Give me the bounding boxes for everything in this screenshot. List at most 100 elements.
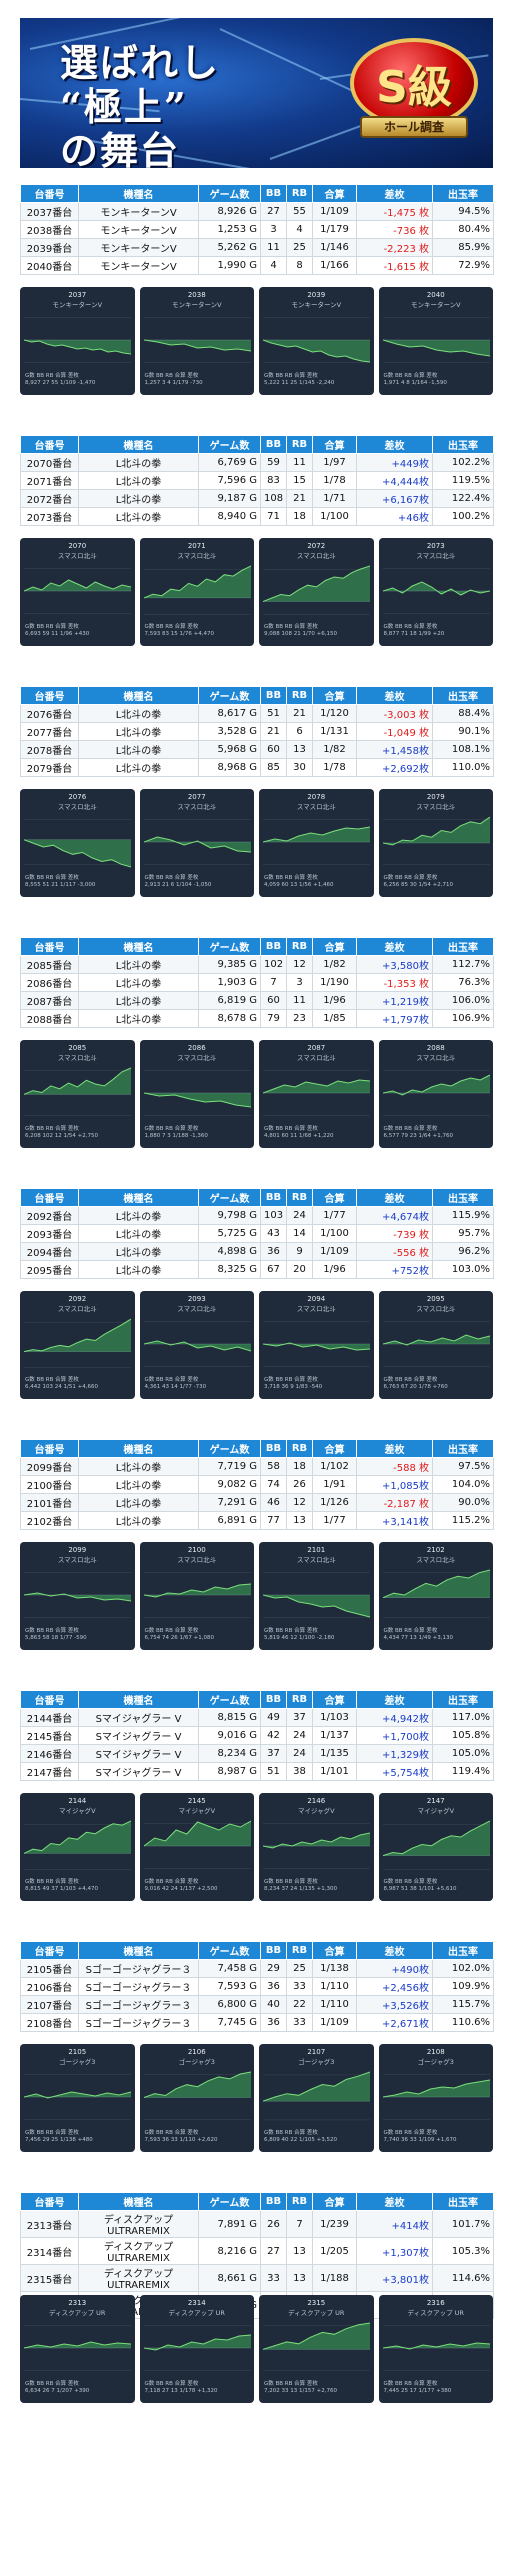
payout-rate: 103.0% [432,1260,494,1279]
bb-count: 74 [260,1475,287,1494]
slump-graph-card[interactable]: 2087 スマスロ北斗 G数 BB RB 合算 差枚 4,801 60 11 1/68… [259,1040,374,1148]
slump-graph [263,565,370,615]
payout-rate: 112.7% [432,955,494,974]
graph-line [24,1820,131,1854]
table-header-row: 台番号 機種名 ゲーム数 BB RB 合算 差枚 出玉率 [20,1690,494,1709]
slump-graph-card[interactable]: 2094 スマスロ北斗 G数 BB RB 合算 差枚 3,718 36 9 1/83 … [259,1291,374,1399]
rb-count: 13 [286,1511,313,1530]
card-stats: G数 BB RB 合算 差枚 8,877 71 18 1/99 +20 [384,624,489,638]
machine-name: Sマイジャグラー V [78,1762,199,1781]
combined-rate: 1/100 [312,1224,357,1243]
graph-line [143,565,251,599]
slump-graph-card[interactable]: 2313 ディスクアップ UR G数 BB RB 合算 差枚 6,634 26 7 1… [20,2295,135,2403]
slump-graph-card[interactable]: 2073 スマスロ北斗 G数 BB RB 合算 差枚 8,877 71 18 1/99… [378,538,493,646]
slump-graph [24,1318,131,1368]
slump-graph-card[interactable]: 2070 スマスロ北斗 G数 BB RB 合算 差枚 6,693 59 11 1/96… [20,538,135,646]
slump-graph-card[interactable]: 2146 マイジャグV G数 BB RB 合算 差枚 8,234 37 24 1/13… [259,1793,374,1901]
table-header-row: 台番号 機種名 ゲーム数 BB RB 合算 差枚 出玉率 [20,184,494,203]
slump-graph-card[interactable]: 2102 スマスロ北斗 G数 BB RB 合算 差枚 4,434 77 13 1/49… [378,1542,493,1650]
column-header: 機種名 [78,1439,199,1458]
slump-graph [143,819,251,865]
slump-graph-card[interactable]: 2100 スマスロ北斗 G数 BB RB 合算 差枚 6,754 74 26 1/67… [139,1542,254,1650]
card-machine-number: 2146 [307,1797,326,1805]
slump-graph-card[interactable]: 2039 モンキーターンV G数 BB RB 合算 差枚 5,222 11 25 1/… [259,287,374,395]
card-machine-name: スマスロ北斗 [177,552,217,560]
card-stats-values: 6,208 102 12 1/54 +2,750 [25,1133,98,1139]
graph-card-row: 2070 スマスロ北斗 G数 BB RB 合算 差枚 6,693 59 11 1/96… [20,538,493,646]
slump-graph [143,1321,251,1367]
graph-area [143,837,251,852]
column-header: 機種名 [78,686,199,705]
slump-graph-card[interactable]: 2145 マイジャグV G数 BB RB 合算 差枚 9,016 42 24 1/13… [139,1793,254,1901]
slump-graph-card[interactable]: 2093 スマスロ北斗 G数 BB RB 合算 差枚 4,361 43 14 1/77… [139,1291,254,1399]
slump-graph-card[interactable]: 2078 スマスロ北斗 G数 BB RB 合算 差枚 4,059 60 13 1/56… [259,789,374,897]
game-count: 7,596 G [198,471,261,490]
game-count: 7,891 G [198,2210,261,2238]
slump-graph-card[interactable]: 2079 スマスロ北斗 G数 BB RB 合算 差枚 6,256 85 30 1/54… [378,789,493,897]
slump-graph-card[interactable]: 2037 モンキーターンV G数 BB RB 合算 差枚 8,927 27 55 1/… [20,287,135,395]
slump-graph-card[interactable]: 2095 スマスロ北斗 G数 BB RB 合算 差枚 6,763 67 20 1/78… [378,1291,493,1399]
slump-graph-card[interactable]: 2088 スマスロ北斗 G数 BB RB 合算 差枚 6,577 79 23 1/64… [378,1040,493,1148]
table-row: 2101番台 L北斗の拳 7,291 G 46 12 1/126 -2,187 枚 90.0% [20,1493,494,1512]
slump-graph-card[interactable]: 2092 スマスロ北斗 G数 BB RB 合算 差枚 6,442 103 24 1/5… [20,1291,135,1399]
slump-graph-card[interactable]: 2040 モンキーターンV G数 BB RB 合算 差枚 1,971 4 8 1/16… [378,287,493,395]
bb-count: 27 [260,202,287,221]
slump-graph-card[interactable]: 2147 マイジャグV G数 BB RB 合算 差枚 8,987 51 38 1/10… [378,1793,493,1901]
graph-area [263,1833,370,1848]
graph-line [382,2079,490,2098]
column-header: 差枚 [356,2192,433,2211]
card-stats-values: 1,257 3 4 1/179 -730 [144,380,203,386]
combined-rate: 1/131 [312,722,357,741]
table-row: 2102番台 L北斗の拳 6,891 G 77 13 1/77 +3,141枚 115.2% [20,1511,494,1530]
graph-area [24,580,131,591]
card-stats-labels: G数 BB RB 合算 差枚 [25,875,79,881]
card-stats: G数 BB RB 合算 差枚 4,801 60 11 1/68 +1,220 [264,1126,369,1140]
graph-card-row: 2313 ディスクアップ UR G数 BB RB 合算 差枚 6,634 26 7 1… [20,2295,493,2403]
slump-graph-card[interactable]: 2038 モンキーターンV G数 BB RB 合算 差枚 1,257 3 4 1/17… [139,287,254,395]
card-machine-number: 2094 [307,1295,326,1303]
rb-count: 4 [286,220,313,239]
slump-graph-card[interactable]: 2315 ディスクアップ UR G数 BB RB 合算 差枚 7,202 33 13 … [259,2295,374,2403]
graph-line [263,1832,370,1849]
coin-difference: -556 枚 [356,1242,433,1261]
payout-rate: 100.2% [432,507,494,526]
slump-graph-card[interactable]: 2071 スマスロ北斗 G数 BB RB 合算 差枚 7,593 83 15 1/76… [139,538,254,646]
slump-graph-card[interactable]: 2072 スマスロ北斗 G数 BB RB 合算 差枚 9,088 108 21 1/7… [259,538,374,646]
coin-difference: +752枚 [356,1260,433,1279]
game-count: 8,325 G [198,1260,261,1279]
slump-graph-card[interactable]: 2101 スマスロ北斗 G数 BB RB 合算 差枚 5,819 46 12 1/10… [259,1542,374,1650]
slump-graph-card[interactable]: 2086 スマスロ北斗 G数 BB RB 合算 差枚 1,880 7 3 1/188 … [139,1040,254,1148]
slump-graph-card[interactable]: 2105 ゴージャグ3 G数 BB RB 合算 差枚 7,456 29 25 1/13… [20,2044,135,2152]
column-header: 合算 [312,1439,357,1458]
slump-graph [382,2325,490,2371]
card-stats-labels: G数 BB RB 合算 差枚 [25,1126,79,1132]
slump-graph [382,816,490,865]
slump-graph-card[interactable]: 2085 スマスロ北斗 G数 BB RB 合算 差枚 6,208 102 12 1/5… [20,1040,135,1148]
slump-graph-card[interactable]: 2108 ゴージャグ3 G数 BB RB 合算 差枚 7,740 36 33 1/10… [378,2044,493,2152]
machine-number: 2314番台 [20,2237,79,2265]
rb-count: 26 [286,1475,313,1494]
slump-graph-card[interactable]: 2099 スマスロ北斗 G数 BB RB 合算 差枚 5,863 58 18 1/77… [20,1542,135,1650]
slump-graph-card[interactable]: 2077 スマスロ北斗 G数 BB RB 合算 差枚 2,913 21 6 1/104… [139,789,254,897]
card-machine-number: 2038 [187,291,206,299]
column-header: 台番号 [20,1690,79,1709]
machine-number: 2108番台 [20,2013,79,2032]
machine-number: 2101番台 [20,1493,79,1512]
slump-graph [143,1820,251,1869]
card-machine-number: 2147 [426,1797,445,1805]
slump-graph-card[interactable]: 2106 ゴージャグ3 G数 BB RB 合算 差枚 7,593 36 33 1/11… [139,2044,254,2152]
slump-graph-card[interactable]: 2076 スマスロ北斗 G数 BB RB 合算 差枚 8,555 51 21 1/11… [20,789,135,897]
card-machine-name: スマスロ北斗 [57,552,97,560]
slump-graph-card[interactable]: 2144 マイジャグV G数 BB RB 合算 差枚 8,815 49 37 1/10… [20,1793,135,1901]
card-machine-number: 2105 [68,2048,87,2056]
card-machine-number: 2107 [307,2048,326,2056]
graph-area [143,2335,251,2350]
slump-graph-card[interactable]: 2107 ゴージャグ3 G数 BB RB 合算 差枚 6,809 40 22 1/10… [259,2044,374,2152]
card-machine-name: スマスロ北斗 [296,552,336,560]
card-stats-labels: G数 BB RB 合算 差枚 [144,1628,199,1634]
machine-data-table: 台番号 機種名 ゲーム数 BB RB 合算 差枚 出玉率 2313番台 ディスクアップULTRAR… [20,2192,494,2319]
slump-graph-card[interactable]: 2316 ディスクアップ UR G数 BB RB 合算 差枚 7,445 25 17 … [378,2295,493,2403]
slump-graph-card[interactable]: 2314 ディスクアップ UR G数 BB RB 合算 差枚 7,118 27 13 … [139,2295,254,2403]
card-stats-labels: G数 BB RB 合算 差枚 [264,875,318,881]
